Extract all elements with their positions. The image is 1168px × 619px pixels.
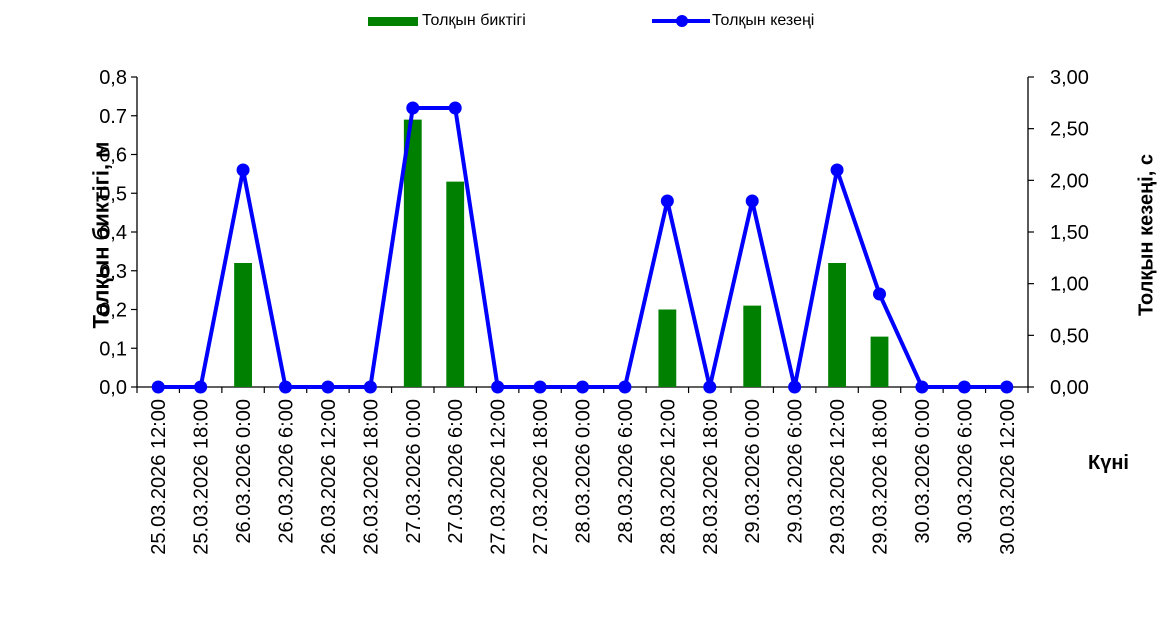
x-tick-label: 30.03.2026 12:00 [997,399,1019,555]
x-tick-label: 25.03.2026 18:00 [191,399,213,555]
legend-bar-swatch [368,16,418,26]
y-right-tick-label: 0,50 [1050,325,1089,347]
x-tick-label: 29.03.2026 18:00 [870,399,892,555]
y-left-tick-label: 0,5 [99,183,127,205]
x-tick-label: 28.03.2026 0:00 [573,399,595,544]
bar-wave-height [446,181,465,387]
x-tick-label: 26.03.2026 12:00 [318,399,340,555]
y-left-tick-label: 0,6 [99,145,127,167]
point-wave-period [194,380,208,394]
bar-wave-height [658,309,677,387]
legend-item-wave-height: Толқын биктігі [368,12,526,30]
x-tick-label: 26.03.2026 18:00 [360,399,382,555]
x-tick-label: 26.03.2026 6:00 [276,399,298,544]
point-wave-period [279,380,292,394]
point-wave-period [915,380,929,394]
point-wave-period [660,194,674,208]
x-tick-label: 29.03.2026 6:00 [785,399,807,544]
x-tick-label: 27.03.2026 12:00 [488,399,510,555]
x-tick-label: 27.03.2026 0:00 [403,399,425,544]
point-wave-period [745,194,759,208]
legend-label-wave-period: Толқын кезеңі [712,12,815,29]
point-wave-period [321,380,335,394]
point-wave-period [236,163,250,177]
x-tick-label: 28.03.2026 6:00 [615,399,637,544]
x-tick-label: 28.03.2026 12:00 [657,399,679,555]
x-tick-label: 27.03.2026 6:00 [445,399,467,544]
y-right-tick-label: 2,50 [1050,119,1089,141]
y-axis-right-title: Толқын кезеңі, с [1135,154,1158,316]
bar-wave-height [870,336,889,387]
legend-label-wave-height: Толқын биктігі [422,12,526,29]
point-wave-period [873,287,886,301]
point-wave-period [406,101,420,115]
point-wave-period [363,380,377,394]
bar-wave-height [828,263,846,387]
x-tick-label: 30.03.2026 0:00 [912,399,934,544]
point-wave-period [957,380,971,394]
legend-line-swatch [652,15,710,27]
y-right-tick-label: 1,00 [1050,274,1089,296]
x-tick-label: 29.03.2026 0:00 [742,399,764,544]
y-right-tick-label: 0,00 [1050,377,1089,399]
y-left-tick-label: 0,8 [99,67,127,89]
x-tick-label: 28.03.2026 18:00 [700,399,722,555]
legend: Толқын биктігі Толқын кезеңі [0,12,1168,36]
y-left-tick-label: 0.7 [99,106,127,128]
point-wave-period [1000,380,1014,394]
point-wave-period [618,380,632,394]
x-axis-title: Күні [1088,452,1129,474]
y-right-tick-label: 1,50 [1050,222,1089,244]
y-axis-left-title: Толқын биктігі, м [88,141,114,329]
point-wave-period [151,380,165,394]
y-left-tick-label: 0,4 [99,222,127,244]
y-left-tick-label: 0,0 [99,377,127,399]
y-left-tick-label: 0,3 [99,261,127,283]
y-right-tick-label: 2,00 [1050,170,1089,192]
y-left-tick-label: 0,1 [99,338,127,360]
point-wave-period [576,380,589,394]
x-tick-label: 27.03.2026 18:00 [530,399,552,555]
bar-wave-height [234,263,252,387]
y-right-tick-label: 3,00 [1050,67,1089,89]
point-wave-period [448,101,462,115]
point-wave-period [533,380,547,394]
y-left-tick-label: 0,2 [99,300,127,322]
point-wave-period [830,163,844,177]
legend-item-wave-period: Толқын кезеңі [652,12,814,30]
point-wave-period [703,380,717,394]
bar-wave-height [403,119,422,387]
x-tick-label: 29.03.2026 12:00 [827,399,849,555]
point-wave-period [788,380,802,394]
x-tick-label: 25.03.2026 12:00 [148,399,170,555]
bar-wave-height [743,305,762,387]
point-wave-period [491,380,505,394]
x-tick-label: 30.03.2026 6:00 [954,399,976,544]
x-tick-label: 26.03.2026 0:00 [233,399,255,544]
